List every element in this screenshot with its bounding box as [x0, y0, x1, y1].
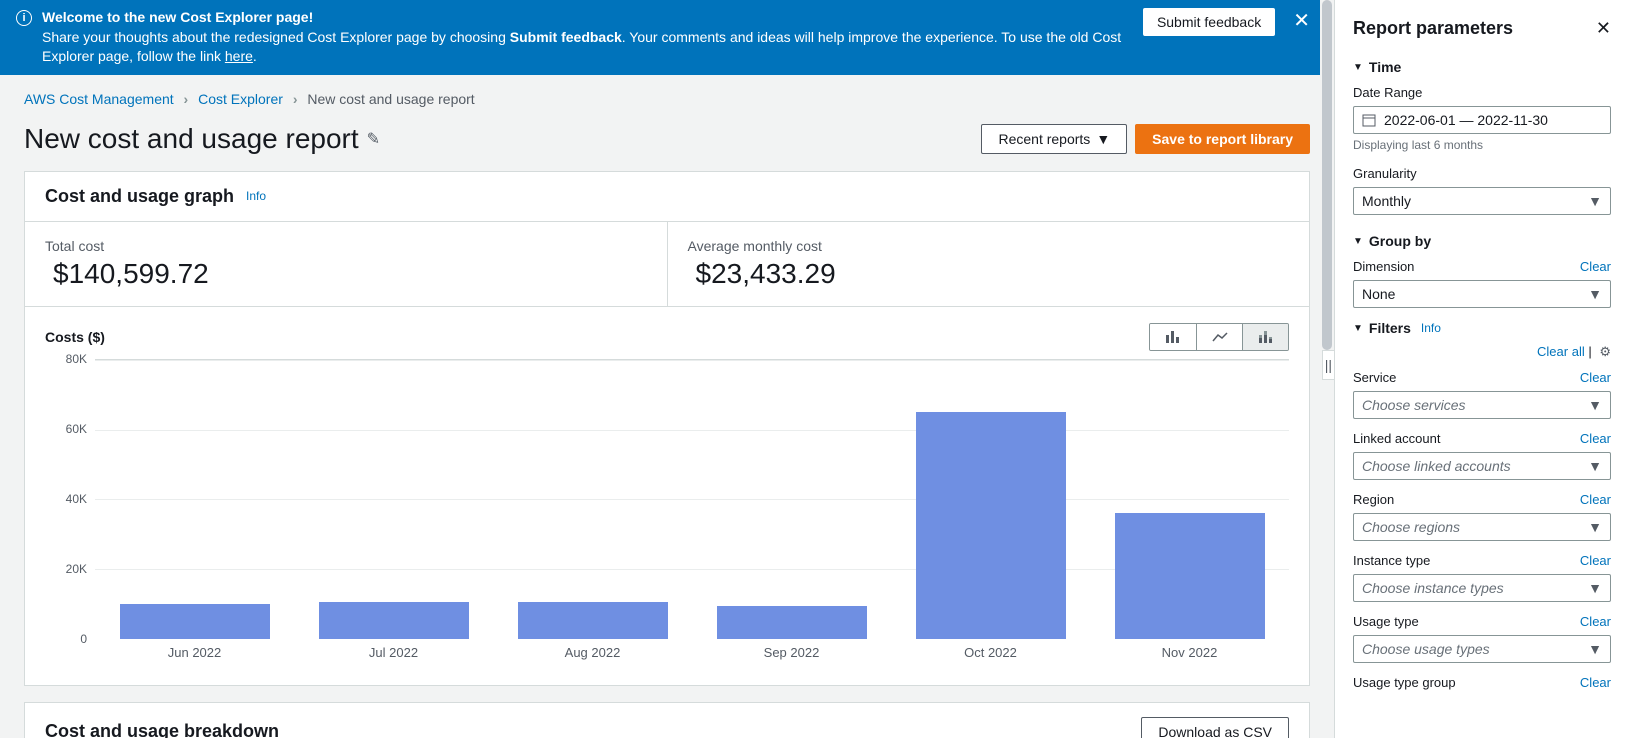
dimension-select[interactable]: None▼: [1353, 280, 1611, 308]
banner-title: Welcome to the new Cost Explorer page!: [42, 8, 1133, 28]
y-tick: 80K: [66, 352, 87, 366]
filters-settings-icon[interactable]: ⚙: [1599, 344, 1611, 359]
region-label: Region: [1353, 492, 1394, 507]
report-parameters-panel: Report parameters ✕ ▼Time Date Range 202…: [1334, 0, 1629, 738]
banner-close-icon[interactable]: ✕: [1285, 8, 1318, 33]
granularity-label: Granularity: [1353, 166, 1611, 181]
usage-label: Usage type: [1353, 614, 1419, 629]
graph-panel: Cost and usage graph Info Total cost $14…: [24, 171, 1310, 686]
chart-bar[interactable]: [518, 602, 668, 639]
breadcrumb: AWS Cost Management › Cost Explorer › Ne…: [24, 91, 1310, 107]
chart-bar[interactable]: [120, 604, 270, 639]
service-label: Service: [1353, 370, 1396, 385]
region-clear-link[interactable]: Clear: [1580, 492, 1611, 507]
y-tick: 0: [80, 632, 87, 646]
total-cost-value: $140,599.72: [45, 258, 647, 290]
chart-bar[interactable]: [717, 606, 867, 639]
instance-select[interactable]: Choose instance types▼: [1353, 574, 1611, 602]
date-range-picker[interactable]: 2022-06-01 — 2022-11-30: [1353, 106, 1611, 134]
service-clear-link[interactable]: Clear: [1580, 370, 1611, 385]
time-section-title[interactable]: ▼Time: [1353, 59, 1611, 75]
filters-info-link[interactable]: Info: [1421, 321, 1441, 335]
sidebar-close-icon[interactable]: ✕: [1596, 18, 1611, 39]
avg-cost-value: $23,433.29: [688, 258, 1290, 290]
chart-type-toggle: [1149, 323, 1289, 351]
avg-cost-label: Average monthly cost: [688, 238, 1290, 254]
y-tick: 60K: [66, 422, 87, 436]
instance-label: Instance type: [1353, 553, 1430, 568]
x-label: Jul 2022: [294, 645, 493, 669]
linked-clear-link[interactable]: Clear: [1580, 431, 1611, 446]
dimension-label: Dimension: [1353, 259, 1414, 274]
granularity-select[interactable]: Monthly▼: [1353, 187, 1611, 215]
dimension-clear-link[interactable]: Clear: [1580, 259, 1611, 274]
page-title: New cost and usage report ✎: [24, 123, 380, 155]
service-select[interactable]: Choose services▼: [1353, 391, 1611, 419]
sidebar-collapse-handle[interactable]: ||: [1322, 350, 1334, 380]
region-select[interactable]: Choose regions▼: [1353, 513, 1611, 541]
breadcrumb-cost-explorer[interactable]: Cost Explorer: [198, 91, 283, 107]
chart-type-bar-icon[interactable]: [1150, 324, 1196, 350]
usage_group-clear-link[interactable]: Clear: [1580, 675, 1611, 690]
usage_group-label: Usage type group: [1353, 675, 1456, 690]
y-tick: 40K: [66, 492, 87, 506]
groupby-section-title[interactable]: ▼Group by: [1353, 233, 1611, 249]
breadcrumb-cost-management[interactable]: AWS Cost Management: [24, 91, 174, 107]
graph-panel-title: Cost and usage graph: [45, 186, 234, 207]
banner-text: Share your thoughts about the redesigned…: [42, 28, 1133, 67]
chart-type-line-icon[interactable]: [1196, 324, 1242, 350]
usage-select[interactable]: Choose usage types▼: [1353, 635, 1611, 663]
x-label: Nov 2022: [1090, 645, 1289, 669]
breakdown-title: Cost and usage breakdown: [45, 721, 279, 738]
total-cost-label: Total cost: [45, 238, 647, 254]
recent-reports-button[interactable]: Recent reports▼: [981, 124, 1127, 154]
instance-clear-link[interactable]: Clear: [1580, 553, 1611, 568]
x-label: Sep 2022: [692, 645, 891, 669]
x-label: Jun 2022: [95, 645, 294, 669]
usage-clear-link[interactable]: Clear: [1580, 614, 1611, 629]
graph-info-link[interactable]: Info: [246, 189, 266, 203]
filters-clearall-link[interactable]: Clear all: [1537, 344, 1585, 359]
calendar-icon: [1362, 113, 1376, 127]
edit-title-icon[interactable]: ✎: [367, 129, 380, 149]
sidebar-title: Report parameters: [1353, 18, 1513, 39]
cost-chart: 020K40K60K80K Jun 2022Jul 2022Aug 2022Se…: [45, 359, 1289, 669]
chart-ylabel: Costs ($): [45, 329, 105, 345]
download-csv-button[interactable]: Download as CSV: [1141, 717, 1289, 738]
x-label: Aug 2022: [493, 645, 692, 669]
date-range-label: Date Range: [1353, 85, 1611, 100]
linked-select[interactable]: Choose linked accounts▼: [1353, 452, 1611, 480]
info-icon: i: [16, 10, 32, 26]
info-banner: i Welcome to the new Cost Explorer page!…: [0, 0, 1334, 75]
chart-bar[interactable]: [319, 602, 469, 639]
save-to-library-button[interactable]: Save to report library: [1135, 124, 1310, 154]
chart-bar[interactable]: [916, 412, 1066, 639]
linked-label: Linked account: [1353, 431, 1440, 446]
breakdown-panel: Cost and usage breakdown Download as CSV: [24, 702, 1310, 738]
submit-feedback-button[interactable]: Submit feedback: [1143, 8, 1275, 36]
x-label: Oct 2022: [891, 645, 1090, 669]
banner-here-link[interactable]: here: [225, 48, 253, 64]
breadcrumb-current: New cost and usage report: [307, 91, 474, 107]
chart-bar[interactable]: [1115, 513, 1265, 639]
y-tick: 20K: [66, 562, 87, 576]
date-range-hint: Displaying last 6 months: [1353, 138, 1611, 152]
chart-type-stacked-icon[interactable]: [1242, 324, 1288, 350]
filters-section-title[interactable]: ▼Filters: [1353, 320, 1411, 336]
